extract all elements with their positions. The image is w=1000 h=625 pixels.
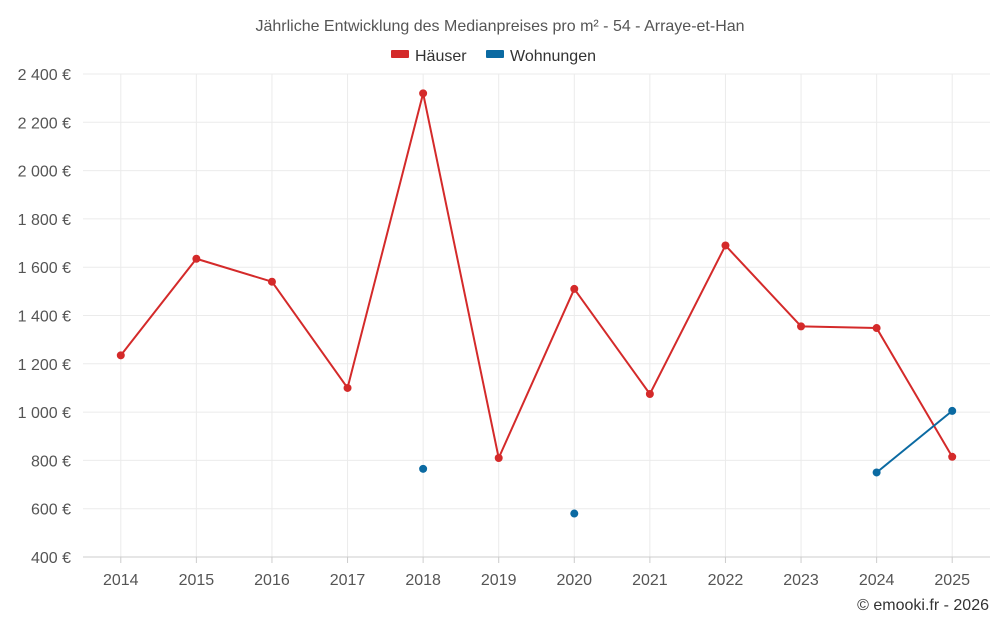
y-tick-label: 600 € bbox=[31, 502, 71, 519]
chart-title: Jährliche Entwicklung des Medianpreises … bbox=[255, 18, 744, 35]
legend-label-haeuser: Häuser bbox=[415, 48, 467, 65]
x-tick-label: 2023 bbox=[783, 572, 819, 589]
data-point-2025[interactable] bbox=[948, 452, 957, 461]
x-tick-label: 2018 bbox=[405, 572, 441, 589]
data-point-2023[interactable] bbox=[797, 322, 806, 331]
x-tick-label: 2024 bbox=[859, 572, 895, 589]
legend-swatch-haeuser bbox=[391, 50, 409, 58]
legend-item-wohnungen[interactable]: Wohnungen bbox=[486, 48, 596, 65]
y-tick-label: 800 € bbox=[31, 453, 71, 470]
y-tick-label: 400 € bbox=[31, 550, 71, 567]
x-tick-label: 2016 bbox=[254, 572, 290, 589]
data-point-2019[interactable] bbox=[494, 453, 503, 462]
x-axis: 2014 2015 2016 2017 2018 2019 2020 2021 2022 2023… bbox=[83, 556, 990, 589]
y-tick-label: 2 000 € bbox=[18, 164, 71, 181]
x-tick-label: 2021 bbox=[632, 572, 668, 589]
legend: Häuser Wohnungen bbox=[391, 48, 596, 65]
x-tick-label: 2015 bbox=[179, 572, 215, 589]
data-point-2014[interactable] bbox=[116, 351, 125, 360]
series-wohnungen bbox=[419, 406, 957, 518]
data-point-2018[interactable] bbox=[419, 89, 428, 98]
data-point-2021[interactable] bbox=[645, 389, 654, 398]
legend-swatch-wohnungen bbox=[486, 50, 504, 58]
data-point-2020[interactable] bbox=[570, 284, 579, 293]
series-line bbox=[120, 92, 954, 459]
data-point-2016[interactable] bbox=[267, 277, 276, 286]
y-tick-label: 1 200 € bbox=[18, 357, 71, 374]
credit: © emooki.fr - 2026 bbox=[857, 597, 989, 614]
data-point-2022[interactable] bbox=[721, 241, 730, 250]
y-axis: 400 € 600 € 800 € 1 000 € 1 200 € 1 400 € 1 60… bbox=[18, 67, 71, 567]
y-tick-label: 1 000 € bbox=[18, 405, 71, 422]
y-tick-label: 1 600 € bbox=[18, 260, 71, 277]
grid bbox=[83, 73, 990, 557]
x-tick-label: 2017 bbox=[330, 572, 366, 589]
y-tick-label: 1 400 € bbox=[18, 309, 71, 326]
series-haeuser bbox=[116, 89, 957, 462]
x-tick-label: 2025 bbox=[934, 572, 970, 589]
data-point-2020[interactable] bbox=[570, 509, 579, 518]
series-line bbox=[875, 410, 953, 474]
legend-label-wohnungen: Wohnungen bbox=[510, 48, 596, 65]
data-point-2024[interactable] bbox=[872, 468, 881, 477]
y-tick-label: 2 200 € bbox=[18, 115, 71, 132]
data-point-2015[interactable] bbox=[192, 254, 201, 263]
data-point-2017[interactable] bbox=[343, 383, 352, 392]
data-point-2024[interactable] bbox=[872, 324, 881, 333]
x-tick-label: 2019 bbox=[481, 572, 517, 589]
x-tick-label: 2020 bbox=[556, 572, 592, 589]
data-point-2018[interactable] bbox=[419, 464, 428, 473]
x-tick-label: 2022 bbox=[708, 572, 744, 589]
legend-item-haeuser[interactable]: Häuser bbox=[391, 48, 467, 65]
data-point-2025[interactable] bbox=[948, 406, 957, 415]
y-tick-label: 2 400 € bbox=[18, 67, 71, 84]
series bbox=[116, 89, 957, 518]
x-tick-label: 2014 bbox=[103, 572, 139, 589]
y-tick-label: 1 800 € bbox=[18, 212, 71, 229]
